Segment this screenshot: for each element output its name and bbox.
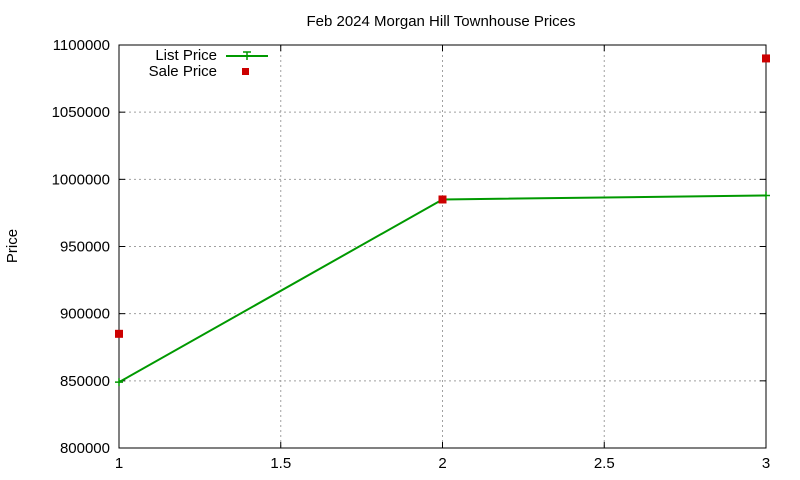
y-tick-label: 1100000 [53,37,110,54]
grid-lines [119,45,766,448]
x-tick-label: 1.5 [270,455,291,472]
legend-marker-list-price [243,51,251,60]
list-price-point [115,378,123,387]
y-axis-label: Price [4,229,21,263]
sale-price-point [438,195,447,204]
y-tick-label: 850000 [60,373,110,390]
chart-title: Feb 2024 Morgan Hill Townhouse Prices [306,13,575,30]
list-price-point [762,191,770,200]
tick-labels: 8000008500009000009500001000000105000011… [52,37,771,472]
y-tick-label: 1050000 [52,104,110,121]
x-tick-label: 2 [438,455,446,472]
legend: List Price Sale Price [149,47,268,80]
sale-price-point [115,329,123,338]
legend-marker-sale-price [242,68,249,75]
x-tick-label: 3 [762,455,770,472]
sale-price-point [762,54,770,63]
y-tick-label: 800000 [60,440,110,457]
x-tick-label: 2.5 [594,455,615,472]
y-tick-label: 950000 [60,239,110,256]
axis-ticks [118,44,767,449]
list-price-line [118,194,767,384]
y-tick-label: 900000 [60,306,110,323]
x-tick-label: 1 [115,455,123,472]
y-tick-label: 1000000 [52,171,110,188]
legend-label-sale-price: Sale Price [149,63,217,80]
legend-label-list-price: List Price [155,47,217,64]
series-layer [115,54,770,387]
